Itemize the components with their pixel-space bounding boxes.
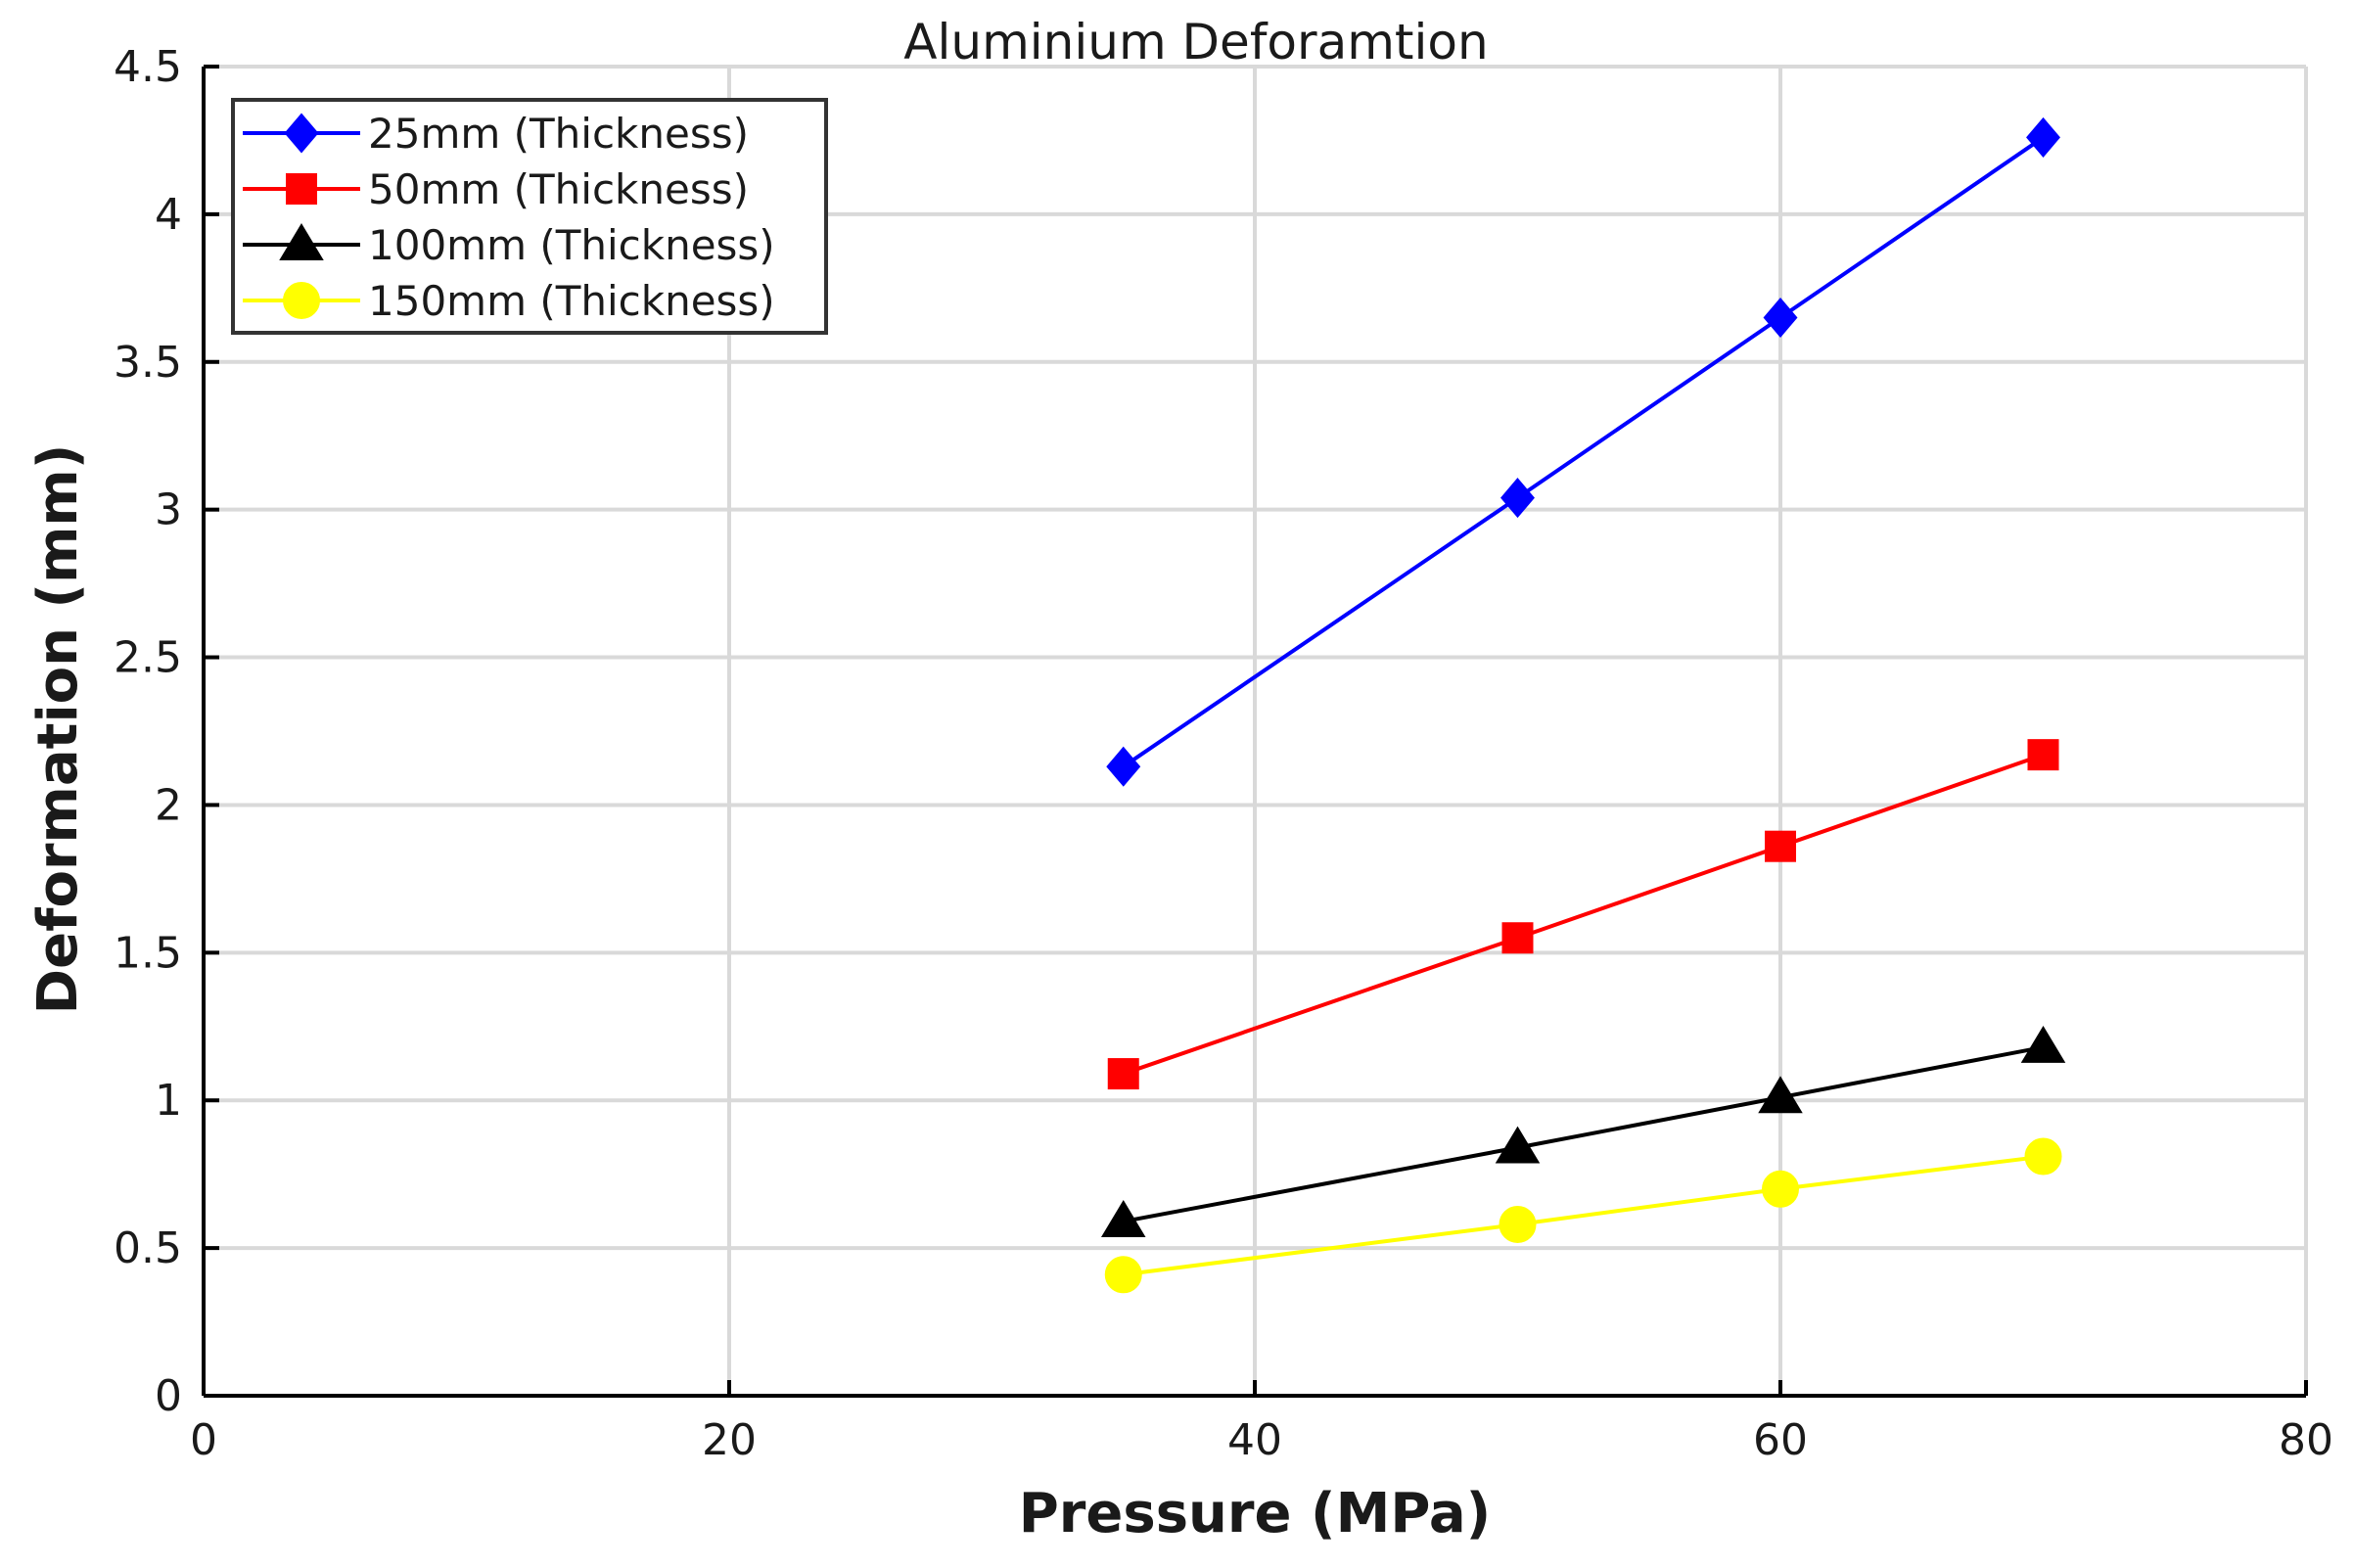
chart-title: Aluminium Deforamtion [903, 14, 1488, 70]
tick-labels: 0 20 40 60 80 0 0.5 1 1.5 2 2.5 3 3.5 4 4.5 [114, 42, 2333, 1465]
x-tick-label: 80 [2279, 1415, 2333, 1465]
data-point [2026, 116, 2060, 158]
data-point [1762, 1170, 1799, 1208]
data-point [1106, 746, 1141, 787]
x-tick-label: 40 [1227, 1415, 1282, 1465]
legend-marker [286, 173, 317, 205]
x-axis-label: Pressure (MPa) [1019, 1482, 1492, 1545]
data-point [1765, 830, 1796, 862]
data-point [2020, 1025, 2066, 1063]
data-point [1500, 478, 1535, 519]
y-axis-label: Deformation (mm) [26, 444, 90, 1015]
series-1 [1107, 739, 2059, 1090]
y-tick-label: 3 [155, 485, 182, 535]
data-point [1763, 297, 1798, 339]
data-point [1100, 1200, 1146, 1237]
y-tick-label: 2.5 [114, 633, 182, 683]
legend-marker [284, 113, 319, 154]
y-tick-label: 1.5 [114, 928, 182, 978]
y-tick-label: 3.5 [114, 338, 182, 388]
series-line [1122, 135, 2045, 768]
axes [202, 65, 2308, 1398]
x-tick-label: 60 [1753, 1415, 1808, 1465]
data-series [1100, 116, 2066, 1294]
x-tick-label: 20 [702, 1415, 757, 1465]
data-point [2027, 739, 2059, 771]
legend-marker [279, 223, 324, 260]
legend-item: 25mm (Thickness) [243, 110, 749, 158]
series-line [1123, 1044, 2044, 1223]
legend-item: 100mm (Thickness) [243, 221, 775, 269]
legend-label: 50mm (Thickness) [368, 165, 749, 213]
legend-marker [283, 282, 320, 319]
series-line [1123, 753, 2045, 1076]
series-2 [1100, 1025, 2066, 1237]
y-tick-label: 4.5 [114, 42, 182, 92]
data-point [1501, 922, 1534, 954]
y-tick-label: 1 [155, 1076, 182, 1126]
series-3 [1104, 1137, 2062, 1294]
series-0 [1106, 116, 2060, 787]
y-tick-label: 4 [155, 190, 182, 240]
legend-item: 150mm (Thickness) [243, 277, 775, 325]
y-tick-label: 2 [155, 780, 182, 830]
data-point [1107, 1058, 1139, 1090]
y-tick-label: 0 [155, 1371, 182, 1421]
data-point [1499, 1205, 1537, 1243]
data-point [1104, 1256, 1142, 1294]
legend-item: 50mm (Thickness) [243, 165, 749, 213]
series-line [1123, 1154, 2044, 1277]
data-point [1495, 1126, 1541, 1164]
x-tick-label: 0 [190, 1415, 217, 1465]
data-point [2024, 1137, 2062, 1176]
legend-label: 100mm (Thickness) [368, 221, 775, 269]
legend-label: 150mm (Thickness) [368, 277, 775, 325]
y-tick-label: 0.5 [114, 1223, 182, 1273]
legend: 25mm (Thickness) 50mm (Thickness) 100mm (T… [231, 98, 828, 335]
data-point [1758, 1076, 1803, 1114]
legend-box [231, 98, 828, 335]
legend-label: 25mm (Thickness) [368, 110, 749, 158]
